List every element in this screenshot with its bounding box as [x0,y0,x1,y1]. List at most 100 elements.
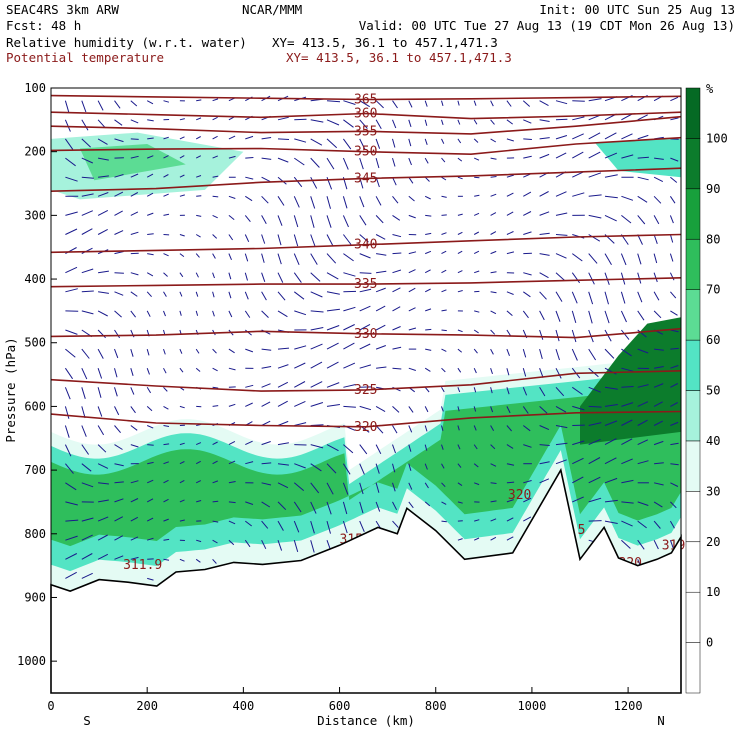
wind-arrow [97,348,104,359]
wind-arrow [441,250,447,255]
wind-arrow [228,195,236,199]
wind-arrow [588,438,601,446]
wind-arrow [293,540,299,553]
wind-arrow [261,366,272,369]
wind-arrow [441,157,446,163]
wind-arrow [326,196,331,209]
wind-arrow [97,516,109,522]
y-tick-label: 500 [24,336,46,350]
wind-arrow [98,482,109,485]
wind-arrow [588,520,602,522]
wind-arrow [64,119,71,132]
colorbar-swatch [685,289,701,341]
wind-arrow [490,444,496,450]
wind-arrow [245,402,253,407]
wind-arrow [359,234,369,243]
wind-arrow [212,480,219,484]
wind-arrow [506,251,515,255]
wind-arrow [130,291,138,297]
wind-arrow [604,132,617,140]
wind-arrow [572,100,585,102]
wind-arrow [457,329,463,333]
wind-arrow [425,232,432,235]
wind-arrow [375,482,380,493]
wind-arrow [572,171,584,178]
wind-arrow [555,367,562,379]
wind-arrow [637,134,649,140]
wind-arrow [669,215,674,224]
wind-arrow [539,310,545,321]
wind-arrow [277,501,287,511]
wind-arrow [114,210,123,216]
wind-arrow [294,118,307,121]
wind-arrow [326,272,339,280]
wind-arrow [392,287,401,293]
wind-arrow [163,367,167,374]
wind-arrow [163,136,169,140]
wind-arrow [310,119,324,123]
wind-arrow [326,291,340,295]
wind-arrow [670,463,679,466]
y-tick-label: 400 [24,272,46,286]
theta-label-360: 360 [354,107,377,122]
wind-arrow [163,100,170,103]
wind-arrow [392,157,396,167]
wind-arrow [670,329,679,333]
wind-arrow [114,463,124,467]
south-label: S [83,713,91,728]
wind-arrow [130,119,139,124]
wind-arrow [506,387,510,395]
wind-arrow [81,157,94,164]
wind-arrow [539,211,550,216]
wind-arrow [441,520,447,523]
wind-arrow [441,119,444,126]
wind-arrow [179,461,185,465]
colorbar-swatch [685,440,701,492]
wind-arrow [653,420,664,426]
wind-arrow [359,501,364,514]
wind-arrow [621,367,634,372]
wind-arrow [343,253,354,262]
wind-arrow [212,214,218,219]
wind-arrow [604,310,610,324]
x-tick-label: 200 [136,699,158,713]
wind-arrow [621,419,633,426]
wind-arrow [424,463,428,470]
wind-arrow [163,386,168,392]
wind-arrow [539,137,550,140]
wind-arrow [261,291,267,301]
wind-arrow [196,539,202,543]
wind-arrow [130,406,136,414]
wind-arrow [441,348,447,352]
field2-xy: XY= 413.5, 36.1 to 457.1,471.3 [286,50,512,65]
wind-arrow [261,195,269,204]
wind-arrow [620,310,627,323]
wind-arrow [114,425,121,434]
wind-arrow [343,306,356,312]
wind-arrow [261,157,272,160]
wind-arrow [473,444,478,450]
wind-arrow [473,212,480,216]
wind-arrow [114,387,118,397]
wind-arrow [653,401,663,407]
wind-arrow [408,482,413,490]
wind-arrow [179,348,183,354]
wind-arrow [555,272,565,281]
wind-arrow [523,138,532,140]
wind-arrow [163,193,169,197]
wind-arrow [506,174,514,178]
wind-arrow [146,406,153,412]
wind-arrow [81,348,90,359]
wind-arrow [604,404,618,407]
wind-arrow [130,231,139,235]
wind-arrow [114,498,124,503]
x-tick-label: 1000 [517,699,546,713]
wind-arrow [179,499,185,503]
wind-arrow [392,195,399,204]
wind-arrow [212,558,217,564]
wind-arrow [179,405,185,409]
wind-arrow [604,420,618,426]
wind-arrow [114,516,124,522]
wind-arrow [375,138,381,149]
wind-arrow [97,425,105,436]
